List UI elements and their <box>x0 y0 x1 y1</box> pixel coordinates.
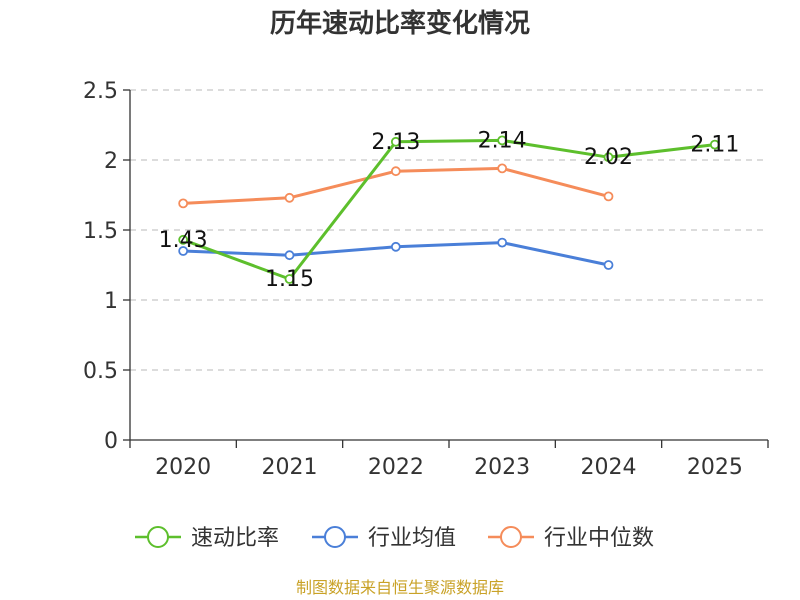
x-tick-label: 2020 <box>155 455 211 480</box>
legend-swatch-marker <box>147 526 169 548</box>
data-label: 2.14 <box>478 128 527 153</box>
series-lines <box>178 135 720 284</box>
legend-swatch-marker <box>324 526 346 548</box>
y-tick-label: 1 <box>104 289 118 314</box>
y-tick-label: 2 <box>104 149 118 174</box>
data-point <box>178 198 189 209</box>
data-point <box>390 241 401 252</box>
series-line <box>182 138 716 281</box>
legend: 速动比率 行业均值 行业中位数 <box>135 526 654 551</box>
x-tick-label: 2024 <box>581 455 637 480</box>
legend-label: 速动比率 <box>191 526 279 551</box>
legend-label: 行业中位数 <box>544 526 654 551</box>
y-tick-label: 0.5 <box>83 359 118 384</box>
chart-title: 历年速动比率变化情况 <box>270 8 530 39</box>
data-label: 1.15 <box>265 267 314 292</box>
data-point <box>390 136 401 147</box>
data-point <box>603 191 614 202</box>
data-point <box>603 260 614 270</box>
data-point <box>497 163 508 174</box>
legend-swatch-marker <box>500 526 522 548</box>
y-tick-label: 2.5 <box>83 79 118 104</box>
y-tick-label: 0 <box>104 429 118 454</box>
data-point <box>178 246 189 256</box>
source-note: 制图数据来自恒生聚源数据库 <box>296 578 504 597</box>
data-point <box>603 152 614 163</box>
legend-item[interactable]: 行业中位数 <box>488 526 654 551</box>
data-point <box>284 274 295 284</box>
data-point <box>709 139 720 150</box>
x-tick-label: 2023 <box>474 455 530 480</box>
data-point <box>284 192 295 203</box>
legend-item[interactable]: 速动比率 <box>135 526 279 551</box>
data-labels: 1.43 1.15 2.13 2.14 2.02 2.11 <box>159 128 740 292</box>
grid-lines <box>130 89 768 371</box>
axes: 0 0.5 1 1.5 2 2.5 2020 2021 2022 2023 2024 2025 <box>83 79 769 480</box>
x-tick-label: 2022 <box>368 455 424 480</box>
legend-label: 行业均值 <box>368 526 456 551</box>
data-point <box>497 135 508 146</box>
data-label: 2.02 <box>584 145 633 170</box>
x-tick-label: 2025 <box>687 455 743 480</box>
data-label: 2.13 <box>371 130 420 155</box>
data-point <box>497 237 508 248</box>
data-label: 2.11 <box>690 133 739 158</box>
data-label: 1.43 <box>159 228 208 253</box>
x-tick-label: 2021 <box>262 455 318 480</box>
data-point <box>390 166 401 177</box>
data-point <box>284 250 295 261</box>
y-tick-label: 1.5 <box>83 219 118 244</box>
data-point <box>178 234 189 245</box>
legend-item[interactable]: 行业均值 <box>312 526 456 551</box>
